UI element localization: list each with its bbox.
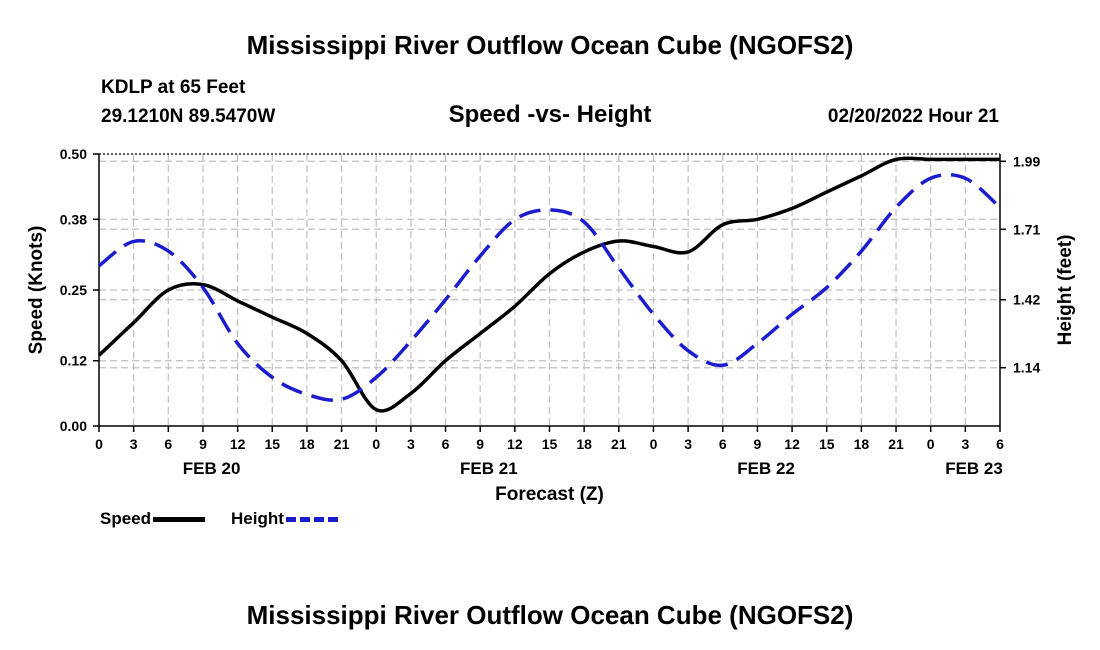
x-tick-label: 12 [507,436,523,452]
series-line-speed [97,156,1001,413]
x-date-label: FEB 23 [945,459,1003,478]
x-tick-label: 21 [611,436,627,452]
x-tick-label: 21 [888,436,904,452]
x-tick-label: 18 [576,436,592,452]
x-tick-label: 6 [164,436,172,452]
x-tick-label: 18 [299,436,315,452]
legend-height: Height [231,509,338,529]
x-tick-label: 0 [927,436,935,452]
chart-title-top: Mississippi River Outflow Ocean Cube (NG… [246,30,854,60]
x-tick-label: 0 [650,436,658,452]
y-axis-title-left: Speed (Knots) [26,226,47,355]
y-tick-label-left: 0.38 [60,211,87,227]
x-tick-label: 12 [230,436,246,452]
series-line-height [97,172,1002,402]
legend-speed-swatch [153,517,206,523]
legend-speed-label: Speed [100,509,152,528]
y-tick-label-left: 0.50 [60,146,87,162]
coordinates-label: 29.1210N 89.5470W [101,106,276,127]
x-tick-label: 15 [542,436,558,452]
x-tick-label: 15 [264,436,280,452]
x-tick-label: 12 [784,436,800,452]
chart-subtitle: Speed -vs- Height [448,101,652,128]
x-axis-title: Forecast (Z) [495,484,604,505]
x-tick-label: 18 [854,436,870,452]
y-tick-label-right: 1.99 [1013,153,1040,169]
x-date-label: FEB 20 [183,459,241,478]
x-tick-label: 9 [476,436,484,452]
legend-speed: Speed [100,509,206,529]
y-tick-label-left: 0.12 [60,353,87,369]
datetime-label: 02/20/2022 Hour 21 [827,106,999,127]
y-tick-label-left: 0.25 [60,282,87,298]
x-tick-label: 3 [407,436,415,452]
y-axis-title-right: Height (feet) [1055,235,1076,346]
x-date-label: FEB 22 [737,459,795,478]
y-tick-label-right: 1.71 [1013,221,1040,237]
legend-height-swatch [285,517,338,523]
y-tick-label-right: 1.14 [1013,360,1040,376]
speed-height-chart: 0 3 6 9 12 15 18 21 0 3 6 9 12 15 18 21 0 3 6 9 12 15 18 21 0 3 6F… [26,146,1076,505]
legend-height-label: Height [231,509,284,528]
x-tick-label: 0 [372,436,380,452]
x-tick-label: 21 [334,436,350,452]
x-tick-label: 3 [684,436,692,452]
x-date-label: FEB 21 [460,459,518,478]
x-tick-label: 3 [961,436,969,452]
x-tick-label: 9 [199,436,207,452]
x-tick-label: 9 [754,436,762,452]
y-tick-label-right: 1.42 [1013,292,1040,308]
chart-title-bottom: Mississippi River Outflow Ocean Cube (NG… [246,600,854,630]
x-tick-label: 6 [719,436,727,452]
station-label: KDLP at 65 Feet [101,77,246,98]
x-tick-label: 0 [95,436,103,452]
x-tick-label: 6 [996,436,1004,452]
x-tick-label: 6 [442,436,450,452]
x-tick-label: 3 [130,436,138,452]
x-tick-label: 15 [819,436,835,452]
y-tick-label-left: 0.00 [60,418,87,434]
